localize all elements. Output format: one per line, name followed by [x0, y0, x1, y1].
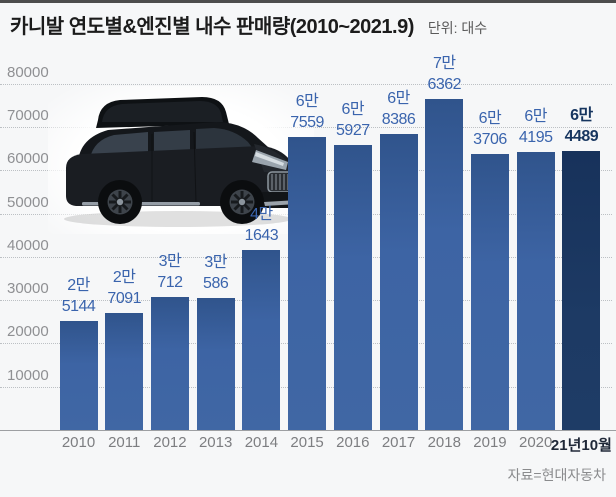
bar-value-label: 6만 4195: [518, 108, 553, 147]
bar-value-label: 6만 7559: [290, 93, 324, 132]
bar-value-label: 6만 8386: [381, 89, 416, 128]
x-axis-label: 2016: [336, 434, 370, 451]
y-axis-tick-label: 50000: [7, 193, 49, 211]
x-axis-label: 2011: [108, 434, 141, 451]
bar: [562, 150, 601, 430]
y-axis-tick-label: 40000: [7, 236, 49, 254]
chart-title: 카니발 연도별&엔진별 내수 판매량(2010~2021.9): [10, 16, 414, 38]
x-axis-label: 2020: [519, 434, 553, 451]
y-axis-tick-label: 10000: [7, 366, 49, 384]
y-axis-tick-label: 70000: [7, 106, 49, 124]
x-axis-label: 2015: [290, 434, 324, 451]
x-axis-label: 2019: [473, 434, 507, 451]
bar: [196, 297, 235, 430]
bar-value-label: 4만 1643: [244, 205, 279, 244]
car-illustration: [48, 86, 314, 234]
x-axis-label: 2013: [198, 434, 233, 451]
y-axis-tick-label: 60000: [7, 150, 49, 168]
bar: [242, 249, 281, 430]
x-axis-label: 21년10월: [550, 437, 612, 454]
x-axis-label: 2012: [153, 434, 187, 451]
bar: [425, 99, 464, 430]
top-border-strip: [0, 0, 616, 3]
bar-value-label: 2만 5144: [61, 277, 96, 316]
bar-value-label: 6만 3706: [473, 110, 507, 149]
y-axis-tick-label: 30000: [7, 280, 49, 298]
bar: [333, 144, 372, 430]
bar: [105, 312, 144, 430]
x-axis-label: 2014: [244, 434, 279, 451]
bar-value-label: 7만 6362: [427, 55, 462, 94]
x-axis-label: 2010: [61, 434, 96, 451]
bar: [516, 152, 555, 430]
bar-value-label: 6만 5927: [336, 100, 370, 139]
unit-label: 단위: 대수: [427, 20, 488, 36]
header: 카니발 연도별&엔진별 내수 판매량(2010~2021.9) 단위: 대수: [10, 10, 608, 39]
black-minivan-icon: [64, 97, 302, 227]
bar-value-label: 2만 7091: [107, 268, 142, 307]
bar-value-label: 3만 586: [203, 253, 229, 292]
y-axis-tick-label: 80000: [7, 63, 49, 81]
bar: [470, 154, 509, 430]
bar-value-label: 6만 4489: [564, 106, 599, 145]
bar: [379, 133, 418, 430]
x-axis-baseline: [0, 430, 616, 431]
x-axis-label: 2018: [427, 434, 461, 451]
y-axis-tick-label: 20000: [7, 323, 49, 341]
bar-value-label: 3만 712: [157, 253, 183, 292]
bar: [150, 297, 189, 430]
x-axis-label: 2017: [381, 434, 416, 451]
bar: [288, 137, 327, 430]
gridline: [0, 83, 612, 85]
source-credit: 자료=현대자동차: [507, 467, 606, 483]
bar: [59, 321, 98, 430]
